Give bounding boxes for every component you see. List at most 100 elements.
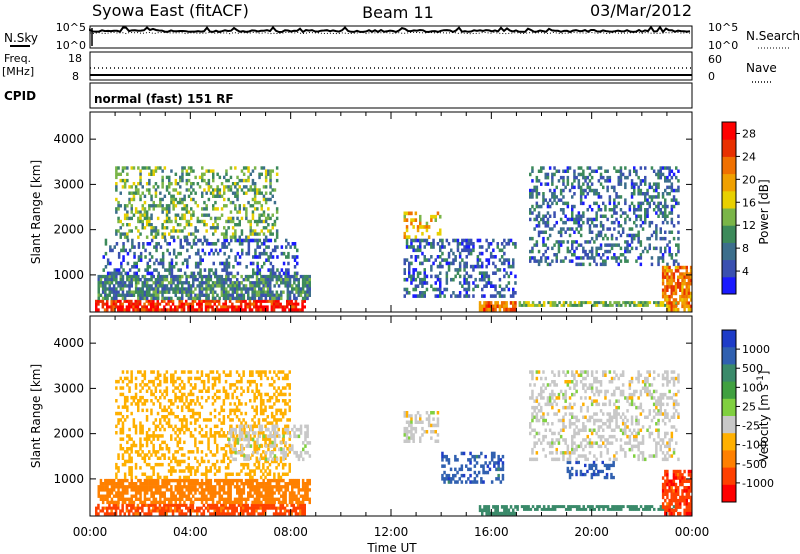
colorbar-segment xyxy=(722,173,736,192)
range-gate-cell xyxy=(165,475,169,480)
range-gate-cell xyxy=(205,169,208,173)
range-gate-cell xyxy=(546,217,550,222)
range-gate-cell xyxy=(271,497,274,501)
range-gate-cell xyxy=(139,194,142,198)
range-gate-cell xyxy=(571,259,574,263)
range-gate-cell xyxy=(139,251,143,256)
range-gate-cell xyxy=(537,211,541,215)
range-gate-cell xyxy=(121,223,125,227)
range-gate-cell xyxy=(582,182,585,186)
range-gate-cell xyxy=(192,197,195,202)
range-gate-cell xyxy=(145,478,149,483)
range-gate-cell xyxy=(611,303,614,307)
range-gate-cell xyxy=(132,308,135,312)
range-gate-cell xyxy=(222,500,226,505)
range-gate-cell xyxy=(650,262,654,267)
range-gate-cell xyxy=(239,299,243,303)
range-gate-cell xyxy=(126,440,129,445)
range-gate-cell xyxy=(229,459,232,464)
range-gate-cell xyxy=(117,491,120,495)
range-gate-cell xyxy=(542,253,545,257)
range-gate-cell xyxy=(119,219,122,224)
range-gate-cell xyxy=(137,402,140,406)
range-gate-cell xyxy=(176,191,180,195)
range-gate-cell xyxy=(226,506,230,510)
range-gate-cell xyxy=(121,437,125,441)
range-gate-cell xyxy=(108,281,111,285)
range-gate-cell xyxy=(149,305,153,309)
range-gate-cell xyxy=(134,395,138,400)
range-gate-cell xyxy=(670,185,674,190)
range-gate-cell xyxy=(251,500,254,505)
range-gate-cell xyxy=(496,242,499,246)
range-gate-cell xyxy=(198,296,202,301)
range-gate-cell xyxy=(156,274,160,279)
range-gate-cell xyxy=(452,258,455,262)
range-gate-cell xyxy=(159,200,162,205)
range-gate-cell xyxy=(597,204,601,209)
range-gate-cell xyxy=(183,459,186,464)
range-gate-cell xyxy=(595,211,598,215)
range-gate-cell xyxy=(677,282,680,286)
range-gate-cell xyxy=(225,245,229,249)
range-gate-cell xyxy=(255,290,259,294)
range-gate-cell xyxy=(546,201,550,206)
range-gate-cell xyxy=(264,491,268,495)
range-gate-cell xyxy=(106,299,109,303)
range-gate-cell xyxy=(152,434,155,438)
range-gate-cell xyxy=(681,282,684,286)
range-gate-cell xyxy=(646,211,649,215)
range-gate-cell xyxy=(185,418,188,422)
range-gate-cell xyxy=(224,450,228,454)
range-gate-cell xyxy=(152,169,155,173)
range-gate-cell xyxy=(595,224,598,228)
range-gate-cell xyxy=(150,491,153,495)
range-gate-cell xyxy=(115,188,118,192)
range-gate-cell xyxy=(200,308,203,312)
range-gate-cell xyxy=(533,217,536,222)
range-gate-cell xyxy=(126,376,129,381)
range-gate-cell xyxy=(147,299,151,303)
range-gate-cell xyxy=(304,488,307,492)
range-gate-cell xyxy=(133,261,136,266)
range-gate-cell xyxy=(156,506,159,510)
range-gate-cell xyxy=(588,179,592,183)
range-gate-cell xyxy=(183,418,186,422)
range-gate-cell xyxy=(652,246,656,251)
range-gate-cell xyxy=(198,299,201,303)
range-gate-cell xyxy=(145,188,149,192)
range-gate-cell xyxy=(148,182,151,186)
range-gate-cell xyxy=(588,256,592,260)
range-gate-cell xyxy=(246,305,249,309)
range-gate-cell xyxy=(231,392,234,397)
range-gate-cell xyxy=(296,308,300,312)
range-gate-cell xyxy=(115,494,118,498)
range-gate-cell xyxy=(405,291,409,295)
range-gate-cell xyxy=(163,509,166,513)
range-gate-cell xyxy=(301,509,304,513)
range-gate-cell xyxy=(132,418,136,422)
range-gate-cell xyxy=(141,191,144,195)
range-gate-cell xyxy=(476,238,480,243)
range-gate-cell xyxy=(174,503,177,507)
range-gate-cell xyxy=(263,242,266,246)
range-gate-cell xyxy=(635,259,638,263)
range-gate-cell xyxy=(172,235,175,239)
range-gate-cell xyxy=(264,185,268,189)
range-gate-cell xyxy=(644,179,647,183)
range-gate-cell xyxy=(454,238,457,243)
range-gate-cell xyxy=(544,230,547,234)
range-gate-cell xyxy=(198,293,202,297)
range-gate-cell xyxy=(248,299,252,303)
range-gate-cell xyxy=(112,305,116,309)
range-gate-cell xyxy=(571,214,574,218)
range-gate-cell xyxy=(183,213,186,217)
range-gate-cell xyxy=(297,482,300,486)
range-gate-cell xyxy=(207,386,210,390)
range-gate-cell xyxy=(286,509,289,513)
range-gate-cell xyxy=(285,245,288,249)
range-gate-cell xyxy=(183,204,186,208)
range-gate-cell xyxy=(562,301,566,305)
range-gate-cell xyxy=(677,220,680,225)
range-gate-cell xyxy=(689,298,693,302)
